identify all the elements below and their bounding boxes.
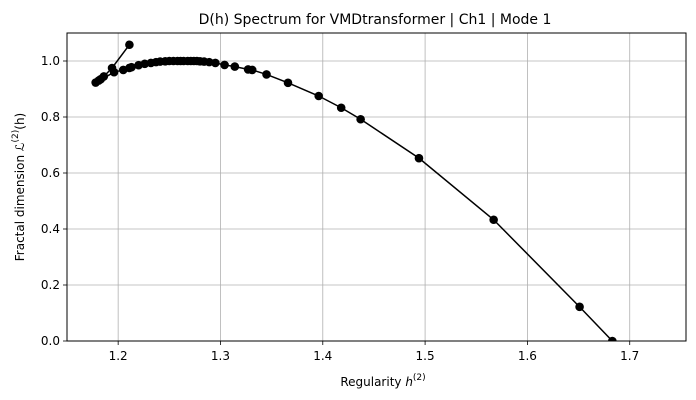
data-point [336,103,346,113]
data-point [314,91,323,101]
data-point [109,67,119,77]
y-axis-label-var: ℒ [13,142,27,151]
chart-title: D(h) Spectrum for VMDtransformer | Ch1 |… [199,12,552,28]
plot-frame [66,32,687,342]
x-tick-label: 1.3 [211,349,230,363]
x-tick-label: 1.7 [620,349,639,363]
series-points [91,40,617,341]
data-point [220,60,229,70]
y-axis-label-tail: (h) [13,113,27,130]
series-line [95,44,613,341]
data-point [356,114,365,124]
data-point [230,62,240,71]
x-tick-label: 1.5 [416,349,435,363]
data-point [608,336,617,341]
data-point [91,78,100,87]
data-point [489,215,498,225]
y-tick-label: 1.0 [41,54,60,68]
data-point [127,62,136,72]
x-tick-label: 1.6 [518,349,537,363]
data-point [125,40,134,50]
x-axis-ticks: 1.2 1.3 1.4 1.5 1.6 1.7 [109,341,639,363]
y-tick-label: 0.6 [41,166,60,180]
y-axis-label-sup: (2) [11,130,21,143]
data-point [247,65,257,75]
x-tick-label: 1.4 [313,349,332,363]
y-axis-ticks: 0.0 0.2 0.4 0.6 0.8 1.0 [41,54,67,348]
data-point [283,78,293,88]
y-tick-label: 0.4 [41,222,60,236]
data-point [575,302,584,312]
y-axis-label: Fractal dimension ℒ(2)(h) [11,113,27,261]
x-axis-label-text: Regularity [340,375,405,389]
y-axis-label-text: Fractal dimension [13,151,27,261]
data-point [262,70,271,79]
x-axis-label: Regularity h(2) [340,373,425,389]
data-point [414,153,424,163]
data-point [211,58,220,68]
x-axis-label-var: h [405,375,413,389]
series-polyline [95,44,613,341]
y-tick-label: 0.0 [41,334,60,348]
y-tick-label: 0.2 [41,278,60,292]
x-axis-label-sup: (2) [413,373,426,383]
x-tick-label: 1.2 [109,349,128,363]
y-tick-label: 0.8 [41,110,60,124]
grid [67,33,686,342]
